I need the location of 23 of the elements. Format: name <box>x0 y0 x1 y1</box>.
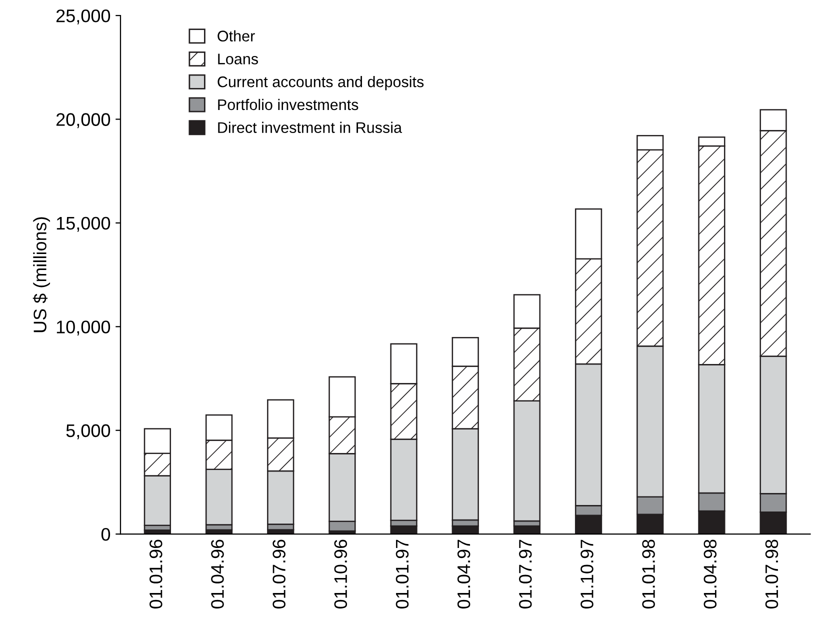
x-tick-label: 01.04.98 <box>704 540 717 608</box>
legend-label: Other <box>218 30 255 42</box>
legend-label: Portfolio investments <box>218 98 358 110</box>
x-tick-label: 01.01.98 <box>642 540 655 608</box>
y-tick-label: 5,000 <box>66 424 110 440</box>
x-tick-label: 01.10.96 <box>334 540 348 608</box>
y-tick-label: 15,000 <box>56 216 110 232</box>
x-tick-label: 01.01.96 <box>150 540 162 608</box>
legend-label: Current accounts and deposits <box>218 76 424 90</box>
x-tick-label: 01.04.97 <box>457 540 470 608</box>
x-tick-label: 01.07.96 <box>272 540 286 608</box>
y-tick-label: 25,000 <box>56 9 110 24</box>
legend-label: Loans <box>218 54 258 64</box>
y-tick-label: 20,000 <box>56 113 110 128</box>
y-tick-label: 0 <box>101 528 110 541</box>
y-axis-title: US $ (millions) <box>32 217 50 332</box>
y-tick-label: 10,000 <box>56 320 110 336</box>
x-tick-label: 01.01.97 <box>396 540 409 608</box>
x-tick-label: 01.04.96 <box>211 540 224 608</box>
x-tick-label: 01.10.97 <box>580 540 594 608</box>
x-tick-label: 01.07.98 <box>765 540 778 608</box>
legend-label: Direct investment in Russia <box>218 122 402 134</box>
x-tick-label: 01.07.97 <box>519 540 532 608</box>
